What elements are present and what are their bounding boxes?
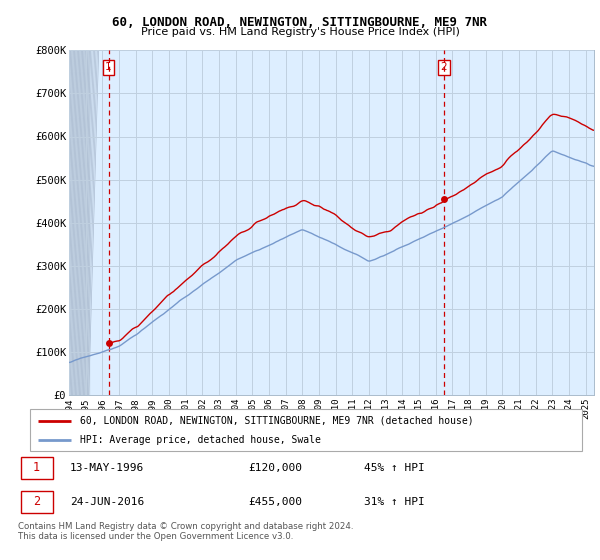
Text: 24-JUN-2016: 24-JUN-2016 xyxy=(70,497,144,507)
FancyBboxPatch shape xyxy=(21,491,53,513)
Text: Contains HM Land Registry data © Crown copyright and database right 2024.
This d: Contains HM Land Registry data © Crown c… xyxy=(18,522,353,542)
Text: 60, LONDON ROAD, NEWINGTON, SITTINGBOURNE, ME9 7NR: 60, LONDON ROAD, NEWINGTON, SITTINGBOURN… xyxy=(113,16,487,29)
Text: 31% ↑ HPI: 31% ↑ HPI xyxy=(364,497,424,507)
Text: 2: 2 xyxy=(33,496,40,508)
FancyBboxPatch shape xyxy=(30,409,582,451)
Text: 1: 1 xyxy=(105,63,112,72)
Text: Price paid vs. HM Land Registry's House Price Index (HPI): Price paid vs. HM Land Registry's House … xyxy=(140,27,460,37)
Text: 13-MAY-1996: 13-MAY-1996 xyxy=(70,463,144,473)
Text: 45% ↑ HPI: 45% ↑ HPI xyxy=(364,463,424,473)
Text: £455,000: £455,000 xyxy=(248,497,302,507)
Text: HPI: Average price, detached house, Swale: HPI: Average price, detached house, Swal… xyxy=(80,435,320,445)
Text: 2: 2 xyxy=(440,63,447,72)
FancyBboxPatch shape xyxy=(21,457,53,479)
Bar xyxy=(69,50,89,395)
Text: 60, LONDON ROAD, NEWINGTON, SITTINGBOURNE, ME9 7NR (detached house): 60, LONDON ROAD, NEWINGTON, SITTINGBOURN… xyxy=(80,416,473,426)
Text: £120,000: £120,000 xyxy=(248,463,302,473)
Text: 1: 1 xyxy=(33,461,40,474)
